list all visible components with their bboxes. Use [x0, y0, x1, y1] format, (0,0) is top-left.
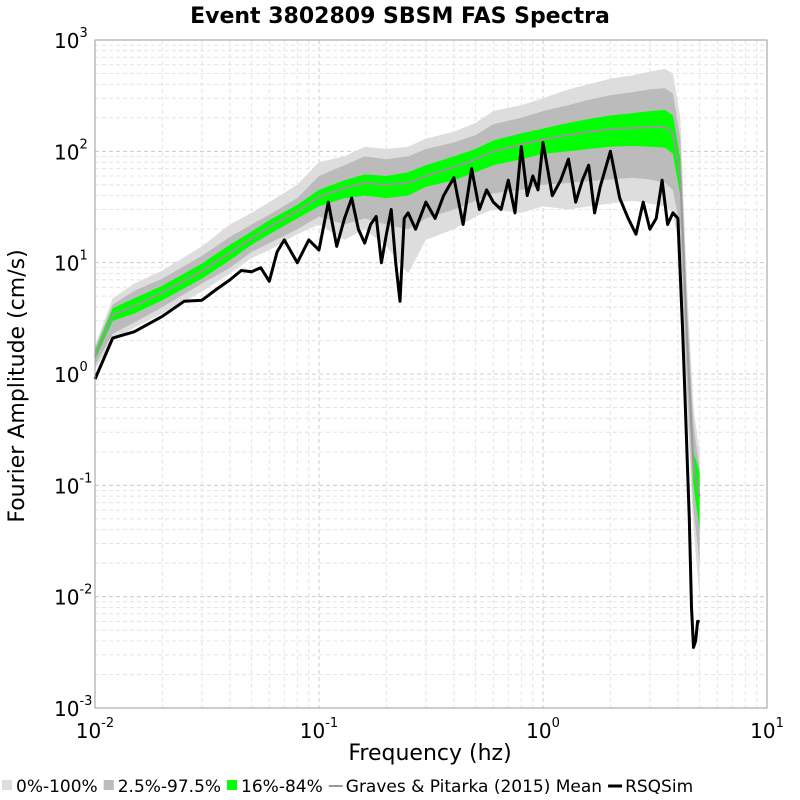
legend-label: RSQSim — [625, 777, 693, 797]
series-line-3 — [94, 126, 701, 497]
y-tick-label: 100 — [54, 360, 88, 387]
band-0 — [95, 68, 700, 597]
legend: 0%-100% 2.5%-97.5% 16%-84% Graves & Pitarka… — [2, 777, 693, 797]
chart-title: Event 3802809 SBSM FAS Spectra — [190, 4, 610, 29]
plot-frame — [94, 39, 768, 709]
y-tick-label: 10-3 — [54, 694, 92, 721]
y-axis-label: Fourier Amplitude (cm/s) — [5, 249, 30, 522]
y-axis-ticks: 10-3 10-2 10-1 100 101 102 103 — [54, 26, 92, 721]
legend-label: 2.5%-97.5% — [118, 777, 221, 797]
legend-label: 16%-84% — [241, 777, 323, 797]
legend-swatch — [2, 780, 12, 790]
series-line-4 — [93, 141, 700, 649]
line-layer — [93, 126, 701, 649]
plot-area — [93, 39, 768, 709]
x-axis-ticks: 10-2 10-1 100 101 — [76, 716, 784, 743]
y-tick-label: 101 — [54, 249, 88, 276]
x-axis-label: Frequency (hz) — [348, 741, 511, 766]
band-2 — [95, 110, 700, 530]
legend-swatch — [103, 780, 114, 790]
legend-label: Graves & Pitarka (2015) Mean — [346, 777, 602, 797]
legend-swatch — [227, 780, 238, 790]
x-tick-label: 10-1 — [300, 716, 338, 743]
y-tick-label: 10-2 — [54, 583, 92, 610]
y-tick-label: 103 — [54, 26, 88, 53]
y-tick-label: 102 — [54, 137, 88, 164]
x-tick-label: 10-2 — [76, 716, 114, 743]
x-tick-label: 101 — [750, 716, 784, 743]
y-tick-label: 10-1 — [54, 471, 92, 498]
x-tick-label: 100 — [526, 716, 560, 743]
legend-label: 0%-100% — [16, 777, 98, 797]
